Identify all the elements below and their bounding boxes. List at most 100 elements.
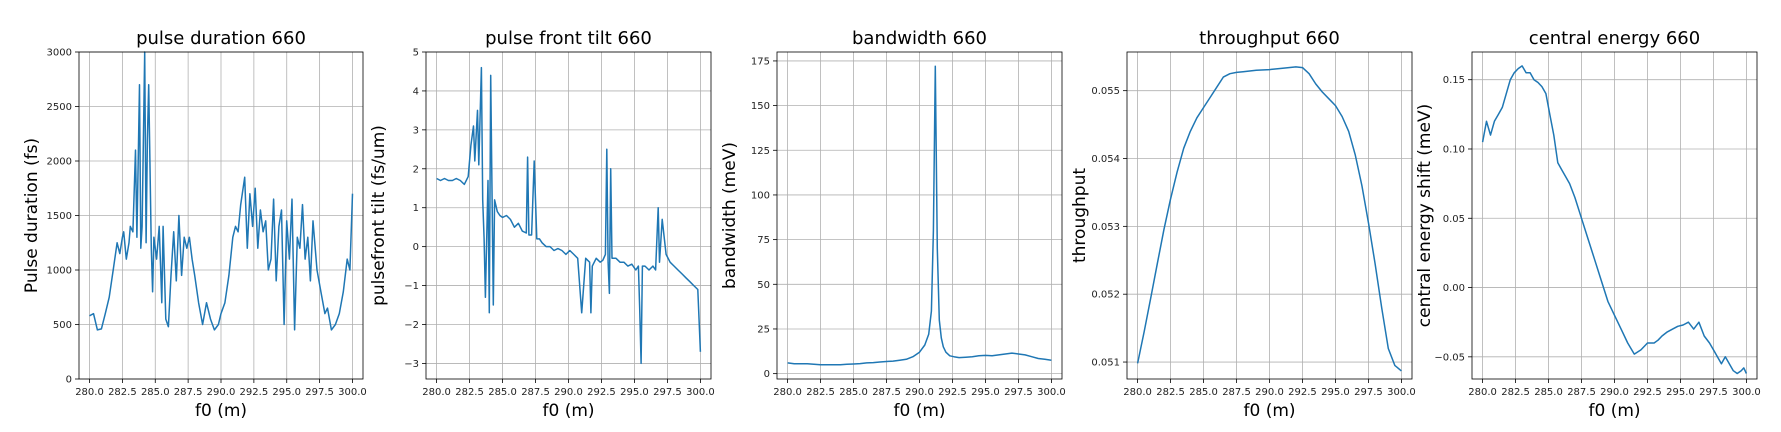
x-tick-label: 280.0 xyxy=(773,387,802,398)
x-tick-label: 287.5 xyxy=(1222,387,1251,398)
y-tick-label: 25 xyxy=(757,324,770,335)
chart-title: central energy 660 xyxy=(1529,28,1700,49)
x-tick-label: 285.0 xyxy=(1189,387,1218,398)
y-tick-label: 0.10 xyxy=(1443,144,1465,155)
x-tick-label: 297.5 xyxy=(305,387,334,398)
y-tick-label: 0.05 xyxy=(1443,214,1465,225)
y-tick-label: −0.05 xyxy=(1434,352,1465,363)
y-axis-label: Pulse duration (fs) xyxy=(22,138,42,293)
y-tick-label: 75 xyxy=(757,235,770,246)
x-tick-label: 290.0 xyxy=(905,387,934,398)
y-tick-label: 1500 xyxy=(47,211,72,222)
y-tick-label: 100 xyxy=(751,190,770,201)
series-line xyxy=(787,65,1052,366)
x-tick-label: 282.5 xyxy=(455,387,484,398)
x-tick-label: 297.5 xyxy=(1004,387,1033,398)
x-tick-label: 290.0 xyxy=(554,387,583,398)
y-tick-label: −1 xyxy=(404,281,419,292)
x-tick-label: 280.0 xyxy=(1468,387,1497,398)
y-tick-label: 500 xyxy=(53,320,72,331)
y-tick-label: 2000 xyxy=(47,157,72,168)
y-tick-label: −2 xyxy=(404,320,419,331)
y-tick-label: 0.052 xyxy=(1091,290,1120,301)
y-tick-label: 2 xyxy=(413,164,419,175)
chart-title: bandwidth 660 xyxy=(852,28,987,49)
chart-panel-3: 280.0 282.5 285.0 287.5 290.0 292.5 295.0 297.5… xyxy=(720,28,1066,421)
y-tick-label: 0.054 xyxy=(1091,154,1120,165)
y-tick-label: 0 xyxy=(66,375,72,386)
chart-title: throughput 660 xyxy=(1199,28,1340,49)
y-tick-label: 2500 xyxy=(47,102,72,113)
chart-title: pulse duration 660 xyxy=(136,28,306,49)
x-tick-label: 280.0 xyxy=(1123,387,1152,398)
y-axis-label: central energy shift (meV) xyxy=(1415,104,1435,327)
chart-panel-1: 280.0 282.5 285.0 287.5 290.0 292.5 295.0 297.5… xyxy=(22,28,367,421)
x-axis-label: f0 (m) xyxy=(1588,401,1640,421)
x-tick-label: 290.0 xyxy=(207,387,236,398)
x-tick-label: 285.0 xyxy=(141,387,170,398)
x-tick-label: 300.0 xyxy=(1387,387,1416,398)
y-tick-label: 150 xyxy=(751,101,770,112)
x-tick-label: 285.0 xyxy=(1534,387,1563,398)
x-tick-label: 282.5 xyxy=(1156,387,1185,398)
series-line xyxy=(1136,66,1402,372)
chart-panel-4: 280.0 282.5 285.0 287.5 290.0 292.5 295.0 297.5… xyxy=(1070,28,1416,421)
y-tick-label: 3000 xyxy=(47,48,72,59)
y-axis-label: throughput xyxy=(1070,168,1090,263)
x-axis-label: f0 (m) xyxy=(1243,401,1295,421)
x-axis-label: f0 (m) xyxy=(542,401,594,421)
y-tick-label: 0 xyxy=(764,369,770,380)
y-tick-label: 0.15 xyxy=(1443,75,1465,86)
y-axis-label: pulsefront tilt (fs/um) xyxy=(369,125,389,306)
x-tick-label: 282.5 xyxy=(1501,387,1530,398)
axes-frame xyxy=(776,51,1063,380)
x-tick-label: 287.5 xyxy=(521,387,550,398)
chart-panel-5: 280.0 282.5 285.0 287.5 290.0 292.5 295.0 297.5… xyxy=(1415,28,1761,421)
chart-title: pulse front tilt 660 xyxy=(485,28,652,49)
x-tick-label: 300.0 xyxy=(1732,387,1761,398)
y-tick-label: 1 xyxy=(413,203,419,214)
x-tick-label: 292.5 xyxy=(1633,387,1662,398)
axes-frame xyxy=(1471,51,1758,380)
x-tick-label: 300.0 xyxy=(686,387,715,398)
x-tick-label: 297.5 xyxy=(653,387,682,398)
x-tick-label: 280.0 xyxy=(422,387,451,398)
x-tick-label: 292.5 xyxy=(240,387,269,398)
y-tick-label: 175 xyxy=(751,56,770,67)
x-tick-label: 300.0 xyxy=(1037,387,1066,398)
chart-panel-2: 280.0 282.5 285.0 287.5 290.0 292.5 295.0 297.5… xyxy=(369,28,715,421)
y-tick-label: 0.055 xyxy=(1091,86,1120,97)
axes-frame xyxy=(78,51,364,380)
y-tick-label: −3 xyxy=(404,359,419,370)
x-tick-label: 295.0 xyxy=(272,387,301,398)
x-tick-label: 295.0 xyxy=(1321,387,1350,398)
x-tick-label: 282.5 xyxy=(108,387,137,398)
x-tick-label: 292.5 xyxy=(938,387,967,398)
y-tick-label: 125 xyxy=(751,146,770,157)
axes-frame xyxy=(1126,51,1413,380)
x-tick-label: 285.0 xyxy=(839,387,868,398)
y-tick-label: 0.051 xyxy=(1091,358,1120,369)
y-tick-label: 0.00 xyxy=(1443,283,1465,294)
x-tick-label: 290.0 xyxy=(1600,387,1629,398)
y-tick-label: 0.053 xyxy=(1091,222,1120,233)
y-tick-label: 50 xyxy=(757,280,770,291)
x-tick-label: 295.0 xyxy=(1666,387,1695,398)
axes-frame xyxy=(425,51,712,380)
series-line xyxy=(1481,65,1748,375)
y-tick-label: 4 xyxy=(413,86,419,97)
y-tick-label: 1000 xyxy=(47,266,72,277)
series-line xyxy=(436,66,702,365)
x-tick-label: 280.0 xyxy=(75,387,104,398)
x-tick-label: 282.5 xyxy=(806,387,835,398)
x-tick-label: 290.0 xyxy=(1255,387,1284,398)
y-axis-label: bandwidth (meV) xyxy=(720,142,740,289)
x-tick-label: 297.5 xyxy=(1699,387,1728,398)
y-tick-label: 3 xyxy=(413,125,419,136)
x-tick-label: 295.0 xyxy=(620,387,649,398)
x-tick-label: 300.0 xyxy=(338,387,367,398)
x-tick-label: 285.0 xyxy=(488,387,517,398)
x-tick-label: 292.5 xyxy=(1288,387,1317,398)
series-line xyxy=(89,51,354,331)
